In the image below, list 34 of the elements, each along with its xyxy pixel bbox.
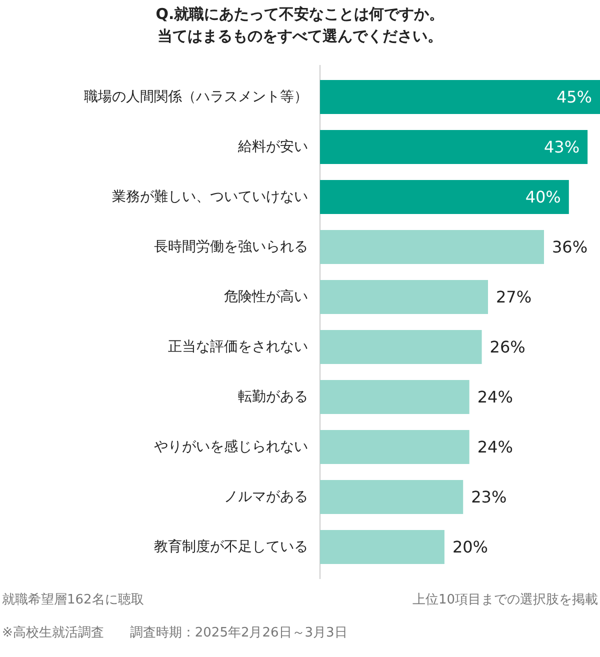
bar <box>320 330 482 364</box>
y-tick-label: 正当な評価をされない <box>168 339 308 355</box>
y-tick-label: 長時間労働を強いられる <box>154 239 308 255</box>
bar <box>320 480 464 514</box>
data-label: 24% <box>477 388 513 406</box>
text: 就職希望層162名に聴取 <box>2 592 144 608</box>
y-tick-label: 職場の人間関係（ハラスメント等） <box>84 89 308 105</box>
bar <box>320 130 588 164</box>
y-tick-label: 業務が難しい、ついていけない <box>112 189 308 205</box>
y-tick-label: やりがいを感じられない <box>154 439 308 455</box>
y-tick-label: 給料が安い <box>237 139 308 155</box>
data-label: 23% <box>471 488 507 506</box>
bar <box>320 280 488 314</box>
data-label: 24% <box>477 438 513 456</box>
bar <box>320 180 569 214</box>
y-tick-label: 教育制度が不足している <box>154 538 308 555</box>
y-tick-label: 危険性が高い <box>224 289 308 305</box>
data-label: 36% <box>552 238 588 256</box>
data-label: 20% <box>452 538 488 556</box>
text: ※高校生就活調査 調査時期：2025年2月26日～3月3日 <box>2 624 348 640</box>
y-tick-label: ノルマがある <box>224 489 308 505</box>
bar <box>320 80 600 114</box>
bar <box>320 430 470 464</box>
bar <box>320 230 544 264</box>
chart-title: Q.就職にあたって不安なことは何ですか。当てはまるものをすべて選んでください。 <box>154 4 446 47</box>
data-label: 40% <box>525 188 561 206</box>
data-label: 26% <box>490 338 526 356</box>
y-tick-label: 転勤がある <box>238 389 308 405</box>
data-label: 27% <box>496 288 532 306</box>
bar <box>320 380 470 414</box>
data-label: 45% <box>556 88 592 106</box>
bar <box>320 530 444 564</box>
text: 上位10項目までの選択肢を掲載 <box>412 592 598 608</box>
data-label: 43% <box>544 138 580 156</box>
